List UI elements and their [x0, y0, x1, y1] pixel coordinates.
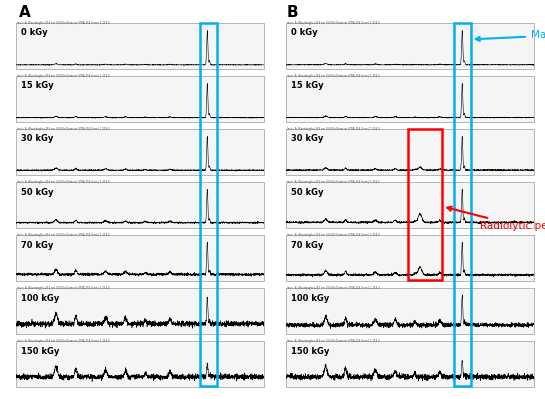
- Text: Instr.: A  Wavelength=254 nm | UV/Vis Detector | PDA-254.0 nm | 1-254.0: Instr.: A Wavelength=254 nm | UV/Vis Det…: [287, 286, 380, 290]
- Text: Radiolytic peak: Radiolytic peak: [447, 207, 545, 231]
- Text: Instr.: A  Wavelength=254 nm | UV/Vis Detector | PDA-254.0 nm | 1-254.0: Instr.: A Wavelength=254 nm | UV/Vis Det…: [287, 339, 380, 343]
- Text: 50 kGy: 50 kGy: [291, 188, 324, 196]
- Text: Instr.: A  Wavelength=254 nm | UV/Vis Detector | PDA-254.0 nm | 1-254.0: Instr.: A Wavelength=254 nm | UV/Vis Det…: [287, 74, 380, 78]
- Text: Instr.: A  Wavelength=254 nm | UV/Vis Detector | PDA-254.0 nm | 1-254.0: Instr.: A Wavelength=254 nm | UV/Vis Det…: [287, 233, 380, 237]
- Text: 100 kGy: 100 kGy: [21, 294, 59, 302]
- Text: Instr.: A  Wavelength=254 nm | UV/Vis Detector | PDA-254.0 nm | 1-254.0: Instr.: A Wavelength=254 nm | UV/Vis Det…: [287, 180, 380, 184]
- Text: Instr.: A  Wavelength=254 nm | UV/Vis Detector | PDA-254.0 nm | 1-254.0: Instr.: A Wavelength=254 nm | UV/Vis Det…: [17, 286, 110, 290]
- Text: Instr.: A  Wavelength=254 nm | UV/Vis Detector | PDA-254.0 nm | 1-254.0: Instr.: A Wavelength=254 nm | UV/Vis Det…: [287, 127, 380, 131]
- Text: A: A: [19, 5, 31, 20]
- Text: Instr.: A  Wavelength=254 nm | UV/Vis Detector | PDA-254.0 nm | 1-254.0: Instr.: A Wavelength=254 nm | UV/Vis Det…: [17, 339, 110, 343]
- Text: Main peak: Main peak: [476, 30, 545, 41]
- Text: 150 kGy: 150 kGy: [21, 347, 60, 356]
- Text: 150 kGy: 150 kGy: [291, 347, 330, 356]
- Text: 0 kGy: 0 kGy: [291, 28, 318, 38]
- Text: Instr.: A  Wavelength=254 nm | UV/Vis Detector | PDA-254.0 nm | 1-254.0: Instr.: A Wavelength=254 nm | UV/Vis Det…: [17, 180, 110, 184]
- Text: 15 kGy: 15 kGy: [291, 81, 324, 91]
- Text: 70 kGy: 70 kGy: [291, 241, 324, 249]
- Text: 100 kGy: 100 kGy: [291, 294, 329, 302]
- Text: Instr.: A  Wavelength=254 nm | UV/Vis Detector | PDA-254.0 nm | 1-254.0: Instr.: A Wavelength=254 nm | UV/Vis Det…: [17, 21, 110, 25]
- Text: B: B: [286, 5, 298, 20]
- Text: Instr.: A  Wavelength=254 nm | UV/Vis Detector | PDA-254.0 nm | 1-254.0: Instr.: A Wavelength=254 nm | UV/Vis Det…: [287, 21, 380, 25]
- Text: 30 kGy: 30 kGy: [21, 134, 54, 144]
- Text: 15 kGy: 15 kGy: [21, 81, 54, 91]
- Text: 30 kGy: 30 kGy: [291, 134, 324, 144]
- Text: 70 kGy: 70 kGy: [21, 241, 54, 249]
- Text: Instr.: A  Wavelength=254 nm | UV/Vis Detector | PDA-254.0 nm | 1-254.0: Instr.: A Wavelength=254 nm | UV/Vis Det…: [17, 127, 110, 131]
- Text: Instr.: A  Wavelength=254 nm | UV/Vis Detector | PDA-254.0 nm | 1-254.0: Instr.: A Wavelength=254 nm | UV/Vis Det…: [17, 74, 110, 78]
- Text: Instr.: A  Wavelength=254 nm | UV/Vis Detector | PDA-254.0 nm | 1-254.0: Instr.: A Wavelength=254 nm | UV/Vis Det…: [17, 233, 110, 237]
- Text: 0 kGy: 0 kGy: [21, 28, 48, 38]
- Text: 50 kGy: 50 kGy: [21, 188, 54, 196]
